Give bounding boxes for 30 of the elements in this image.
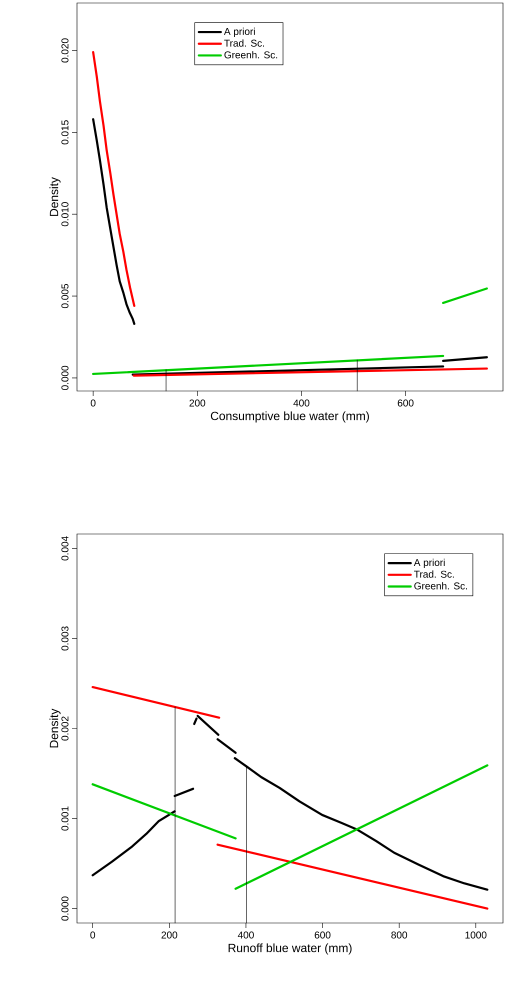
x-tick-label: 600 — [398, 400, 414, 407]
legend-label: Greenh. Sc. — [414, 582, 467, 590]
y-tick-label: 0.004 — [61, 536, 68, 560]
x-tick-label: 200 — [162, 932, 178, 939]
x-tick-label: 0 — [90, 932, 96, 939]
x-tick-label: 800 — [391, 932, 408, 939]
y-tick-label: 0.001 — [61, 806, 68, 831]
y-tick-label: 0.020 — [61, 38, 68, 63]
y-tick-label: 0.000 — [61, 896, 68, 921]
x-tick-label: 400 — [293, 400, 310, 407]
x-axis-title: Consumptive blue water (mm) — [210, 411, 369, 423]
x-tick-label: 400 — [238, 932, 254, 939]
y-tick-label: 0.015 — [61, 120, 68, 144]
y-tick-label: 0.000 — [61, 366, 68, 390]
legend-label: A priori — [224, 28, 255, 37]
y-axis-title: Density — [49, 708, 61, 748]
y-tick-label: 0.003 — [61, 626, 68, 651]
x-tick-label: 200 — [189, 400, 206, 407]
legend-label: Trad. Sc. — [414, 570, 454, 578]
y-axis-title: Density — [49, 177, 61, 216]
x-tick-label: 1000 — [465, 932, 486, 939]
y-tick-label: 0.010 — [61, 202, 68, 226]
y-tick-label: 0.005 — [61, 284, 68, 308]
x-tick-label: 600 — [314, 932, 330, 939]
legend-label: Trad. Sc. — [224, 39, 264, 47]
legend-label: Greenh. Sc. — [224, 51, 278, 58]
legend-label: A priori — [414, 558, 445, 568]
y-tick-label: 0.002 — [61, 716, 68, 741]
x-axis-title: Runoff blue water (mm) — [228, 943, 352, 955]
x-tick-label: 0 — [90, 400, 96, 407]
